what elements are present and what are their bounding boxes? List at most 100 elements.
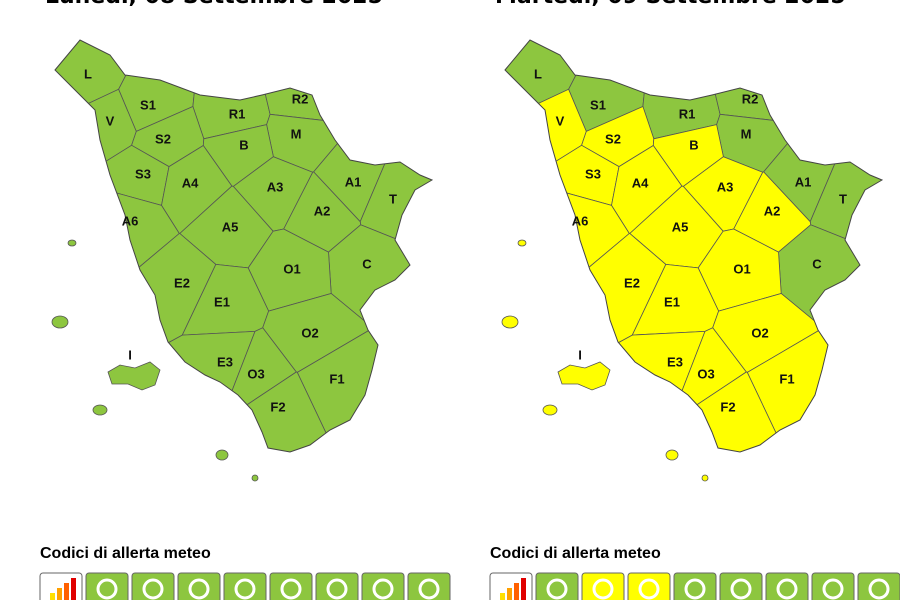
- zone-label: S1: [140, 97, 156, 112]
- icon-box: [719, 572, 763, 600]
- hazard-icon: [857, 572, 900, 600]
- icon-box: [361, 572, 405, 600]
- icon-box: [673, 572, 717, 600]
- icon-box: [811, 572, 855, 600]
- island: [251, 474, 259, 482]
- zone-label: O1: [733, 261, 750, 276]
- icon-bar: [514, 583, 519, 600]
- icon-bar: [521, 578, 526, 600]
- legend-title: Codici di allerta meteo: [490, 545, 661, 562]
- zone-label: F1: [779, 371, 794, 386]
- zone-label: F2: [720, 399, 735, 414]
- zone: [242, 40, 432, 125]
- map-panel: Lunedì, 08 Settembre 2025 L S1 V R1 R2 M S2 B S3 A…: [39, 0, 451, 600]
- zone-label: F1: [329, 371, 344, 386]
- zone-label: A5: [222, 219, 239, 234]
- icon-box: [85, 572, 129, 600]
- icon-glyph: [326, 578, 348, 600]
- zone-label: A6: [572, 213, 589, 228]
- icon-box: [269, 572, 313, 600]
- hazard-icon: [489, 572, 533, 600]
- zone-label: O2: [751, 325, 768, 340]
- hazard-icon: [177, 572, 221, 600]
- zone-label: I: [128, 347, 132, 362]
- icon-box: [581, 572, 625, 600]
- zone-label: S3: [585, 166, 601, 181]
- icon-box: [535, 572, 579, 600]
- zone-label: A5: [672, 219, 689, 234]
- zone-label: B: [239, 137, 248, 152]
- zones: [505, 40, 882, 452]
- icon-glyph: [96, 578, 118, 600]
- hazard-icon: [719, 572, 763, 600]
- zone-label: A2: [764, 203, 781, 218]
- hazard-icon: [407, 572, 451, 600]
- zone-label: M: [291, 126, 302, 141]
- region-map: L S1 V R1 R2 M S2 B S3 A4 A3 A1 T A2 A6 A5 C O1 E2 E1 O2 I E3 O…: [51, 39, 434, 482]
- hazard-icon: [269, 572, 313, 600]
- zone-label: E2: [174, 275, 190, 290]
- hazard-icon: [535, 572, 579, 600]
- region-map: L S1 V R1 R2 M S2 B S3 A4 A3 A1 T A2 A6 A5 C O1 E2 E1 O2 I E3 O…: [501, 39, 884, 482]
- zone-label: S1: [590, 97, 606, 112]
- zone-label: R1: [679, 106, 696, 121]
- zone-label: O2: [301, 325, 318, 340]
- zone-label: A1: [345, 174, 362, 189]
- icon-box: [857, 572, 900, 600]
- icon-glyph: [188, 578, 210, 600]
- zone-label: S2: [605, 131, 621, 146]
- region-outline: [504, 39, 884, 453]
- zone-label: A6: [122, 213, 139, 228]
- zone-label: B: [689, 137, 698, 152]
- zone-label: I: [578, 347, 582, 362]
- island: [542, 404, 558, 416]
- zone-label: T: [389, 191, 397, 206]
- zone-label: S2: [155, 131, 171, 146]
- island: [517, 239, 527, 247]
- zone-label: A4: [632, 175, 649, 190]
- zone-label: E2: [624, 275, 640, 290]
- zone-label: A4: [182, 175, 199, 190]
- icon-bar: [57, 588, 62, 600]
- hazard-icon: [627, 572, 671, 600]
- hazard-icon: [131, 572, 175, 600]
- icon-box: [627, 572, 671, 600]
- icon-glyph: [592, 578, 614, 600]
- icon-glyph: [638, 578, 660, 600]
- hazard-icon: [85, 572, 129, 600]
- map-title: Martedì, 09 Settembre 2025: [495, 0, 846, 9]
- zone-label: O3: [247, 366, 264, 381]
- zone-label: F2: [270, 399, 285, 414]
- zone-label: E1: [214, 294, 230, 309]
- island: [701, 474, 709, 482]
- icon-bar: [64, 583, 69, 600]
- icon-glyph: [684, 578, 706, 600]
- island: [501, 315, 519, 329]
- zone-label: S3: [135, 166, 151, 181]
- icon-glyph: [142, 578, 164, 600]
- zone-label: O3: [697, 366, 714, 381]
- zone-label: C: [362, 256, 372, 271]
- hazard-icon: [765, 572, 809, 600]
- icon-bar: [507, 588, 512, 600]
- zone-label: L: [534, 66, 542, 81]
- zone-label: E1: [664, 294, 680, 309]
- icon-glyph: [822, 578, 844, 600]
- hazard-icon: [315, 572, 359, 600]
- zone: [557, 361, 611, 391]
- zone-label: L: [84, 66, 92, 81]
- zone-label: R2: [742, 91, 759, 106]
- icon-box: [223, 572, 267, 600]
- icon-box: [131, 572, 175, 600]
- zone-label: A1: [795, 174, 812, 189]
- legend-title: Codici di allerta meteo: [40, 545, 211, 562]
- zone-label: C: [812, 256, 822, 271]
- zone-label: R2: [292, 91, 309, 106]
- island: [51, 315, 69, 329]
- icon-bar: [71, 578, 76, 600]
- icon-glyph: [868, 578, 890, 600]
- island: [665, 449, 679, 461]
- zone-label: V: [556, 113, 565, 128]
- icon-glyph: [730, 578, 752, 600]
